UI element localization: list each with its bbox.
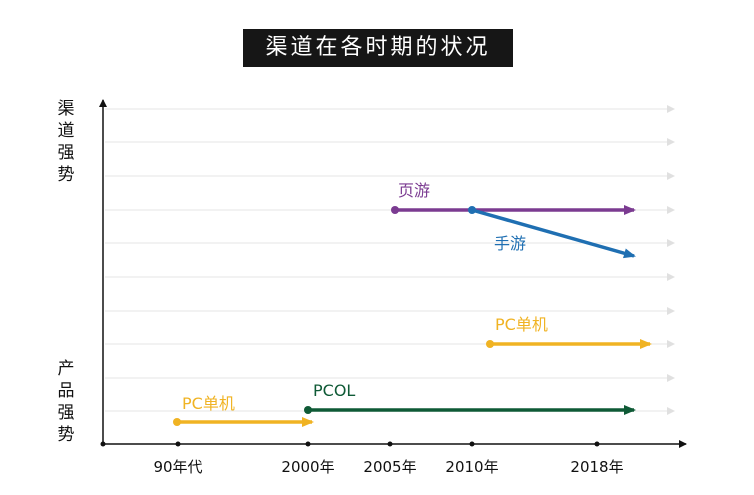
y-axis-label-bottom: 产品强势 (57, 359, 75, 445)
x-tick-dot (469, 441, 475, 447)
pc-standalone-new-label: PC单机 (495, 315, 548, 334)
x-tick-dot (175, 441, 181, 447)
pc-standalone-old-series: PC单机 (173, 394, 314, 427)
yeyou-series: 页游 (391, 181, 636, 215)
pc-standalone-old-start-dot (173, 418, 181, 426)
grid-lines (105, 105, 675, 415)
yeyou-label: 页游 (398, 181, 430, 200)
pcol-series: PCOL (304, 381, 636, 415)
shouyou-label: 手游 (494, 234, 526, 253)
axis-origin-dot (100, 441, 106, 447)
axes (99, 99, 687, 448)
pcol-start-dot (304, 406, 312, 414)
x-tick-labels: 90年代 2000年 2005年 2010年 2018年 (153, 458, 623, 476)
shouyou-series: 手游 (468, 206, 636, 259)
pc-standalone-old-label: PC单机 (182, 394, 235, 413)
y-axis-label-top: 渠道强势 (57, 99, 75, 185)
x-tick-dot (387, 441, 393, 447)
x-tick-label-2005: 2005年 (363, 458, 416, 476)
pc-standalone-new-start-dot (486, 340, 494, 348)
diagram-title: 渠道在各时期的状况 (243, 29, 513, 67)
x-tick-label-90s: 90年代 (153, 458, 202, 476)
yeyou-start-dot (391, 206, 399, 214)
x-tick-label-2010: 2010年 (445, 458, 498, 476)
x-tick-dot (594, 441, 600, 447)
shouyou-start-dot (468, 206, 476, 214)
x-tick-label-2018: 2018年 (570, 458, 623, 476)
x-tick-dot (305, 441, 311, 447)
pc-standalone-new-series: PC单机 (486, 315, 652, 349)
shouyou-arrow (471, 208, 636, 259)
pcol-label: PCOL (313, 381, 355, 400)
x-tick-label-2000: 2000年 (281, 458, 334, 476)
